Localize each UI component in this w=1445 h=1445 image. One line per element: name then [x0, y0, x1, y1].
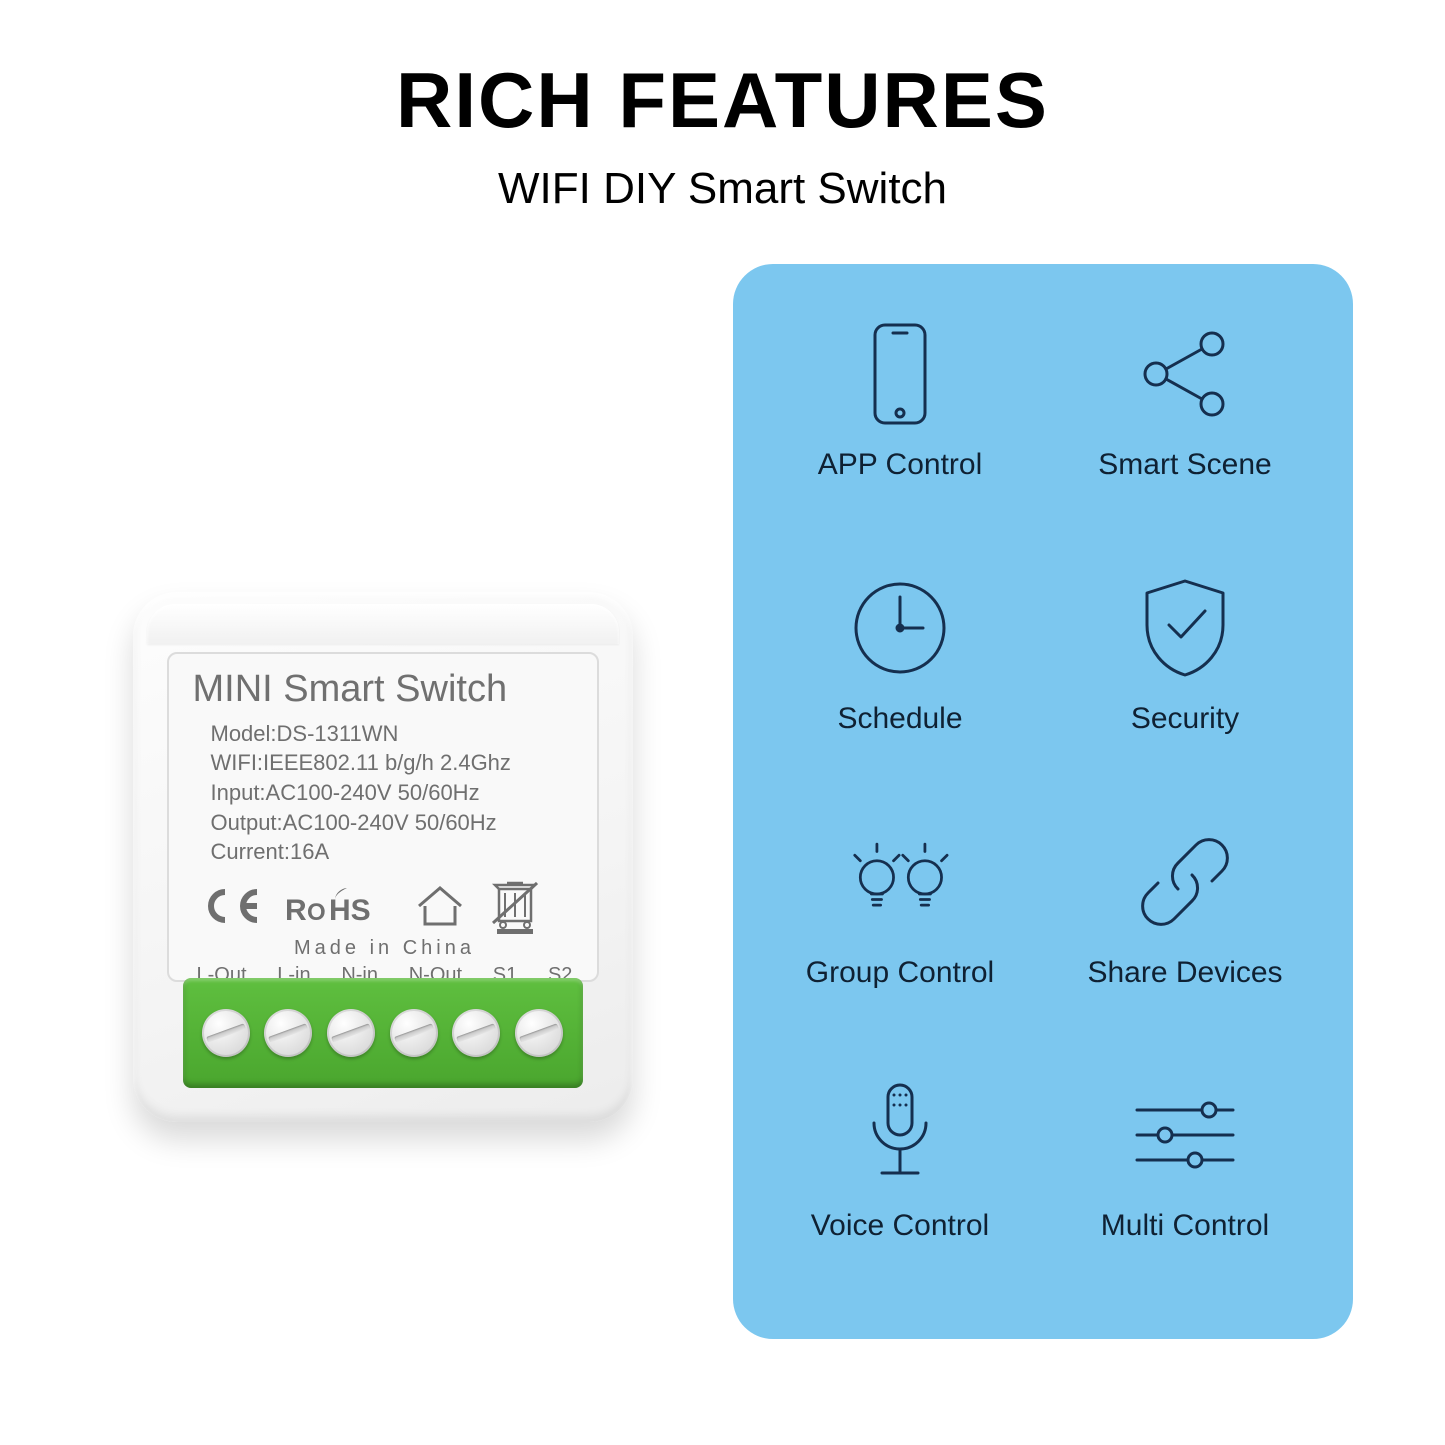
feature-security: Security	[1058, 568, 1313, 782]
svg-text:O: O	[307, 899, 326, 926]
features-panel: APP Control Smart Scene	[733, 264, 1353, 1339]
mic-icon	[840, 1075, 960, 1195]
page-subtitle: WIFI DIY Smart Switch	[0, 164, 1445, 214]
feature-schedule: Schedule	[773, 568, 1028, 782]
bulbs-icon	[840, 822, 960, 942]
device-spec-line: Model:DS-1311WN	[211, 719, 577, 749]
feature-label: APP Control	[818, 448, 983, 482]
feature-multi-control: Multi Control	[1058, 1075, 1313, 1289]
made-in-label: Made in China	[193, 937, 577, 960]
svg-text:R: R	[285, 894, 307, 927]
sliders-icon	[1125, 1075, 1245, 1195]
device-spec-line: Input:AC100-240V 50/60Hz	[211, 778, 577, 808]
feature-label: Voice Control	[811, 1209, 989, 1243]
feature-share-devices: Share Devices	[1058, 822, 1313, 1036]
feature-smart-scene: Smart Scene	[1058, 314, 1313, 528]
terminal-block	[183, 978, 583, 1088]
weee-bin-icon	[485, 877, 545, 935]
shield-icon	[1125, 568, 1245, 688]
device-spec-line: Output:AC100-240V 50/60Hz	[211, 808, 577, 838]
share-icon	[1125, 314, 1245, 434]
feature-voice-control: Voice Control	[773, 1075, 1028, 1289]
ce-mark-icon	[203, 886, 267, 926]
device-image: MINI Smart Switch Model:DS-1311WN WIFI:I…	[93, 547, 673, 1167]
device-spec-line: WIFI:IEEE802.11 b/g/h 2.4Ghz	[211, 748, 577, 778]
feature-label: Smart Scene	[1098, 448, 1271, 482]
indoor-use-icon	[413, 882, 467, 930]
clock-icon	[840, 568, 960, 688]
feature-label: Share Devices	[1087, 956, 1282, 990]
content-row: MINI Smart Switch Model:DS-1311WN WIFI:I…	[0, 254, 1445, 1339]
svg-text:HS: HS	[329, 894, 371, 927]
phone-icon	[840, 314, 960, 434]
device-top-lip	[147, 604, 619, 644]
terminal-screw	[202, 1009, 250, 1057]
page-title: RICH FEATURES	[0, 55, 1445, 146]
feature-group-control: Group Control	[773, 822, 1028, 1036]
rohs-icon: R O HS	[285, 884, 395, 928]
device-spec-line: Current:16A	[211, 837, 577, 867]
terminal-screw	[515, 1009, 563, 1057]
feature-label: Security	[1131, 702, 1239, 736]
feature-app-control: APP Control	[773, 314, 1028, 528]
terminal-screw	[390, 1009, 438, 1057]
heading: RICH FEATURES WIFI DIY Smart Switch	[0, 0, 1445, 214]
device-label-plate: MINI Smart Switch Model:DS-1311WN WIFI:I…	[167, 652, 599, 982]
feature-label: Group Control	[806, 956, 994, 990]
device-label-title: MINI Smart Switch	[193, 668, 577, 711]
certification-row: R O HS	[203, 877, 577, 935]
terminal-screw	[327, 1009, 375, 1057]
feature-label: Multi Control	[1101, 1209, 1269, 1243]
terminal-screw	[264, 1009, 312, 1057]
link-icon	[1125, 822, 1245, 942]
terminal-screw	[452, 1009, 500, 1057]
feature-label: Schedule	[837, 702, 962, 736]
